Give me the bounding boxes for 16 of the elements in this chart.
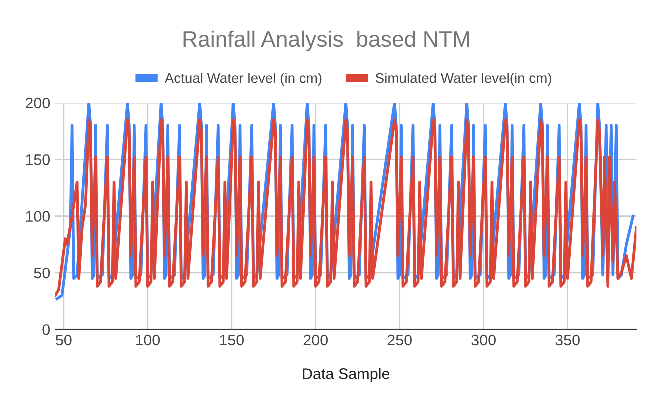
x-tick-label: 150 — [220, 334, 244, 346]
x-axis-title: Data Sample — [303, 368, 390, 382]
y-tick-label: 50 — [34, 268, 50, 279]
y-tick-label: 100 — [26, 211, 50, 222]
legend-label: Simulated Water level(in cm) — [376, 73, 552, 86]
x-tick-label: 250 — [388, 334, 412, 346]
x-tick-label: 350 — [556, 334, 580, 346]
x-tick-label: 100 — [136, 334, 160, 346]
y-tick-label: 200 — [26, 98, 50, 109]
x-tick-label: 200 — [304, 334, 328, 346]
legend-label: Actual Water level (in cm) — [164, 73, 322, 86]
chart-title: Rainfall Analysis based NTM — [184, 30, 470, 52]
x-tick-label: 50 — [56, 334, 72, 346]
x-tick-label: 300 — [472, 334, 496, 346]
y-tick-label: 150 — [26, 154, 50, 166]
y-tick-label: 0 — [42, 324, 50, 336]
